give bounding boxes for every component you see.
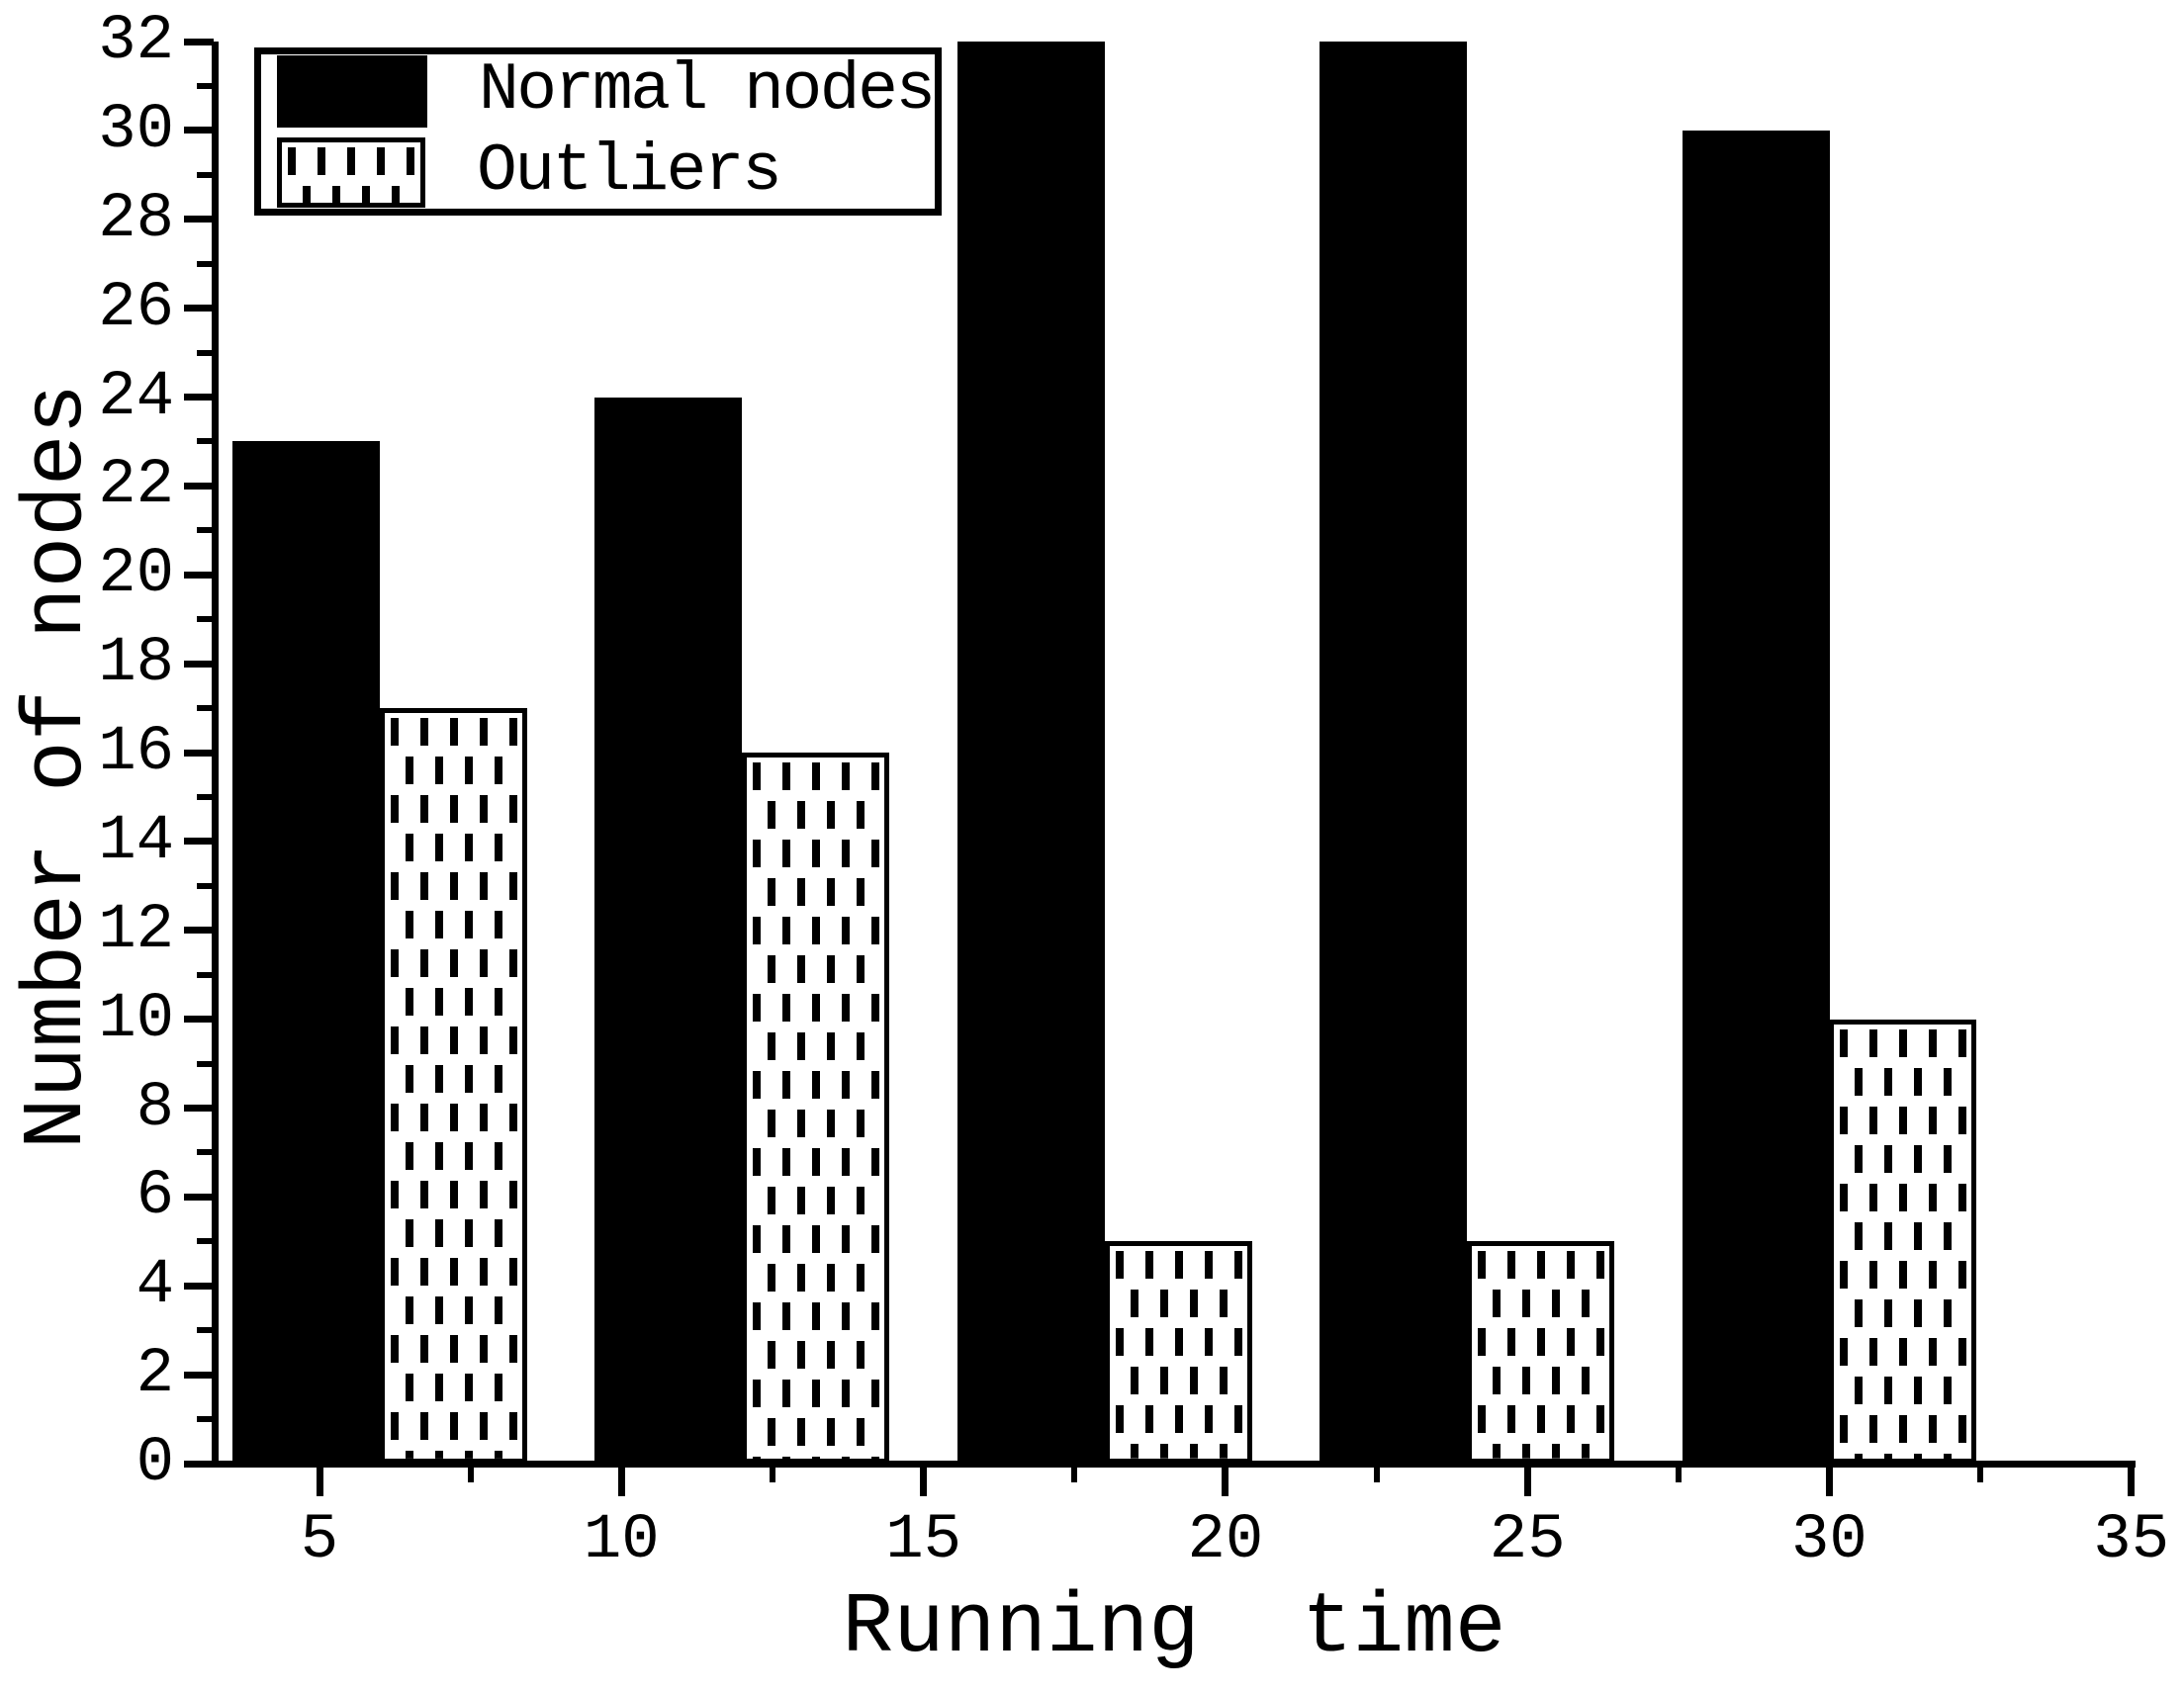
- y-tick-label-20: 20: [98, 539, 174, 611]
- y-major-tick-32: [184, 38, 214, 45]
- legend-swatch-normal-nodes: [277, 54, 427, 128]
- y-major-tick-10: [184, 1016, 214, 1024]
- bar-outliers-4: [1467, 1241, 1615, 1464]
- x-major-tick-15: [920, 1465, 928, 1496]
- x-minor-tick-12.5: [769, 1465, 775, 1482]
- y-tick-label-22: 22: [98, 450, 174, 522]
- x-major-tick-5: [316, 1465, 323, 1496]
- y-minor-tick-31: [197, 82, 214, 89]
- y-axis-title: Number of nodes: [9, 383, 106, 1150]
- x-tick-label-20: 20: [1187, 1505, 1264, 1576]
- y-tick-label-18: 18: [98, 628, 174, 700]
- dash-pattern-fill: [282, 141, 420, 203]
- y-minor-tick-3: [197, 1327, 214, 1334]
- bar-outliers-3: [1104, 1241, 1252, 1464]
- bar-normal-nodes-4: [1320, 42, 1468, 1464]
- x-tick-label-15: 15: [885, 1505, 961, 1576]
- y-major-tick-6: [184, 1193, 214, 1201]
- x-axis-line: [212, 1461, 2136, 1468]
- y-minor-tick-15: [197, 793, 214, 800]
- dash-pattern-fill: [1834, 1024, 1972, 1459]
- y-tick-label-26: 26: [98, 272, 174, 344]
- y-major-tick-4: [184, 1282, 214, 1290]
- x-tick-label-25: 25: [1489, 1505, 1566, 1576]
- y-minor-tick-1: [197, 1416, 214, 1423]
- legend-item-normal-nodes: Normal nodes: [277, 52, 936, 129]
- dash-pattern-fill: [1109, 1246, 1247, 1459]
- y-major-tick-0: [184, 1460, 214, 1468]
- y-major-tick-28: [184, 216, 214, 223]
- bar-outliers-5: [1829, 1019, 1977, 1464]
- y-major-tick-30: [184, 127, 214, 134]
- legend-item-outliers: Outliers: [277, 135, 935, 209]
- y-major-tick-12: [184, 927, 214, 935]
- y-minor-tick-9: [197, 1060, 214, 1067]
- y-major-tick-24: [184, 394, 214, 401]
- y-tick-label-28: 28: [98, 183, 174, 255]
- y-tick-label-16: 16: [98, 717, 174, 788]
- y-tick-label-0: 0: [136, 1428, 174, 1499]
- legend: Normal nodes Outliers: [254, 47, 942, 216]
- x-minor-tick-32.5: [1977, 1465, 1984, 1482]
- bar-outliers-2: [742, 753, 890, 1464]
- y-tick-label-32: 32: [98, 6, 174, 77]
- bar-normal-nodes-5: [1682, 130, 1830, 1464]
- y-minor-tick-13: [197, 882, 214, 889]
- y-tick-label-2: 2: [136, 1339, 174, 1411]
- x-tick-label-35: 35: [2093, 1505, 2170, 1576]
- y-minor-tick-7: [197, 1149, 214, 1156]
- y-tick-label-6: 6: [136, 1161, 174, 1233]
- y-minor-tick-11: [197, 971, 214, 978]
- y-tick-label-14: 14: [98, 805, 174, 877]
- y-major-tick-22: [184, 482, 214, 490]
- y-minor-tick-25: [197, 349, 214, 356]
- y-tick-label-12: 12: [98, 894, 174, 966]
- x-minor-tick-17.5: [1071, 1465, 1078, 1482]
- y-minor-tick-23: [197, 438, 214, 445]
- y-tick-label-30: 30: [98, 94, 174, 166]
- y-major-tick-8: [184, 1105, 214, 1112]
- bar-normal-nodes-2: [594, 397, 743, 1464]
- x-tick-label-30: 30: [1790, 1505, 1867, 1576]
- y-minor-tick-21: [197, 527, 214, 534]
- x-major-tick-10: [617, 1465, 625, 1496]
- y-tick-label-4: 4: [136, 1250, 174, 1322]
- x-axis-title: Running time: [842, 1579, 1506, 1676]
- bar-normal-nodes-3: [956, 42, 1105, 1464]
- x-major-tick-20: [1222, 1465, 1229, 1496]
- y-axis-line: [212, 42, 219, 1468]
- dash-pattern-fill: [747, 758, 885, 1459]
- y-tick-label-8: 8: [136, 1072, 174, 1144]
- x-major-tick-35: [2128, 1465, 2136, 1496]
- y-minor-tick-5: [197, 1238, 214, 1245]
- dash-pattern-fill: [385, 713, 523, 1459]
- bar-outliers-1: [380, 708, 528, 1464]
- y-major-tick-16: [184, 749, 214, 757]
- y-minor-tick-19: [197, 616, 214, 623]
- bar-normal-nodes-1: [232, 441, 381, 1464]
- x-minor-tick-7.5: [467, 1465, 474, 1482]
- y-major-tick-26: [184, 305, 214, 312]
- x-major-tick-30: [1825, 1465, 1833, 1496]
- x-minor-tick-27.5: [1675, 1465, 1682, 1482]
- x-minor-tick-22.5: [1373, 1465, 1380, 1482]
- y-tick-label-10: 10: [98, 983, 174, 1055]
- x-tick-label-10: 10: [583, 1505, 660, 1576]
- y-major-tick-14: [184, 838, 214, 846]
- y-tick-label-24: 24: [98, 361, 174, 433]
- y-minor-tick-29: [197, 171, 214, 178]
- y-major-tick-2: [184, 1371, 214, 1379]
- y-minor-tick-17: [197, 705, 214, 712]
- x-major-tick-25: [1523, 1465, 1531, 1496]
- x-tick-label-5: 5: [300, 1505, 339, 1576]
- y-major-tick-20: [184, 571, 214, 579]
- dash-pattern-fill: [1472, 1246, 1610, 1459]
- legend-label-normal-nodes: Normal nodes: [479, 52, 936, 129]
- legend-label-outliers: Outliers: [477, 134, 782, 210]
- y-minor-tick-27: [197, 260, 214, 267]
- legend-swatch-outliers: [277, 136, 425, 208]
- y-major-tick-18: [184, 660, 214, 668]
